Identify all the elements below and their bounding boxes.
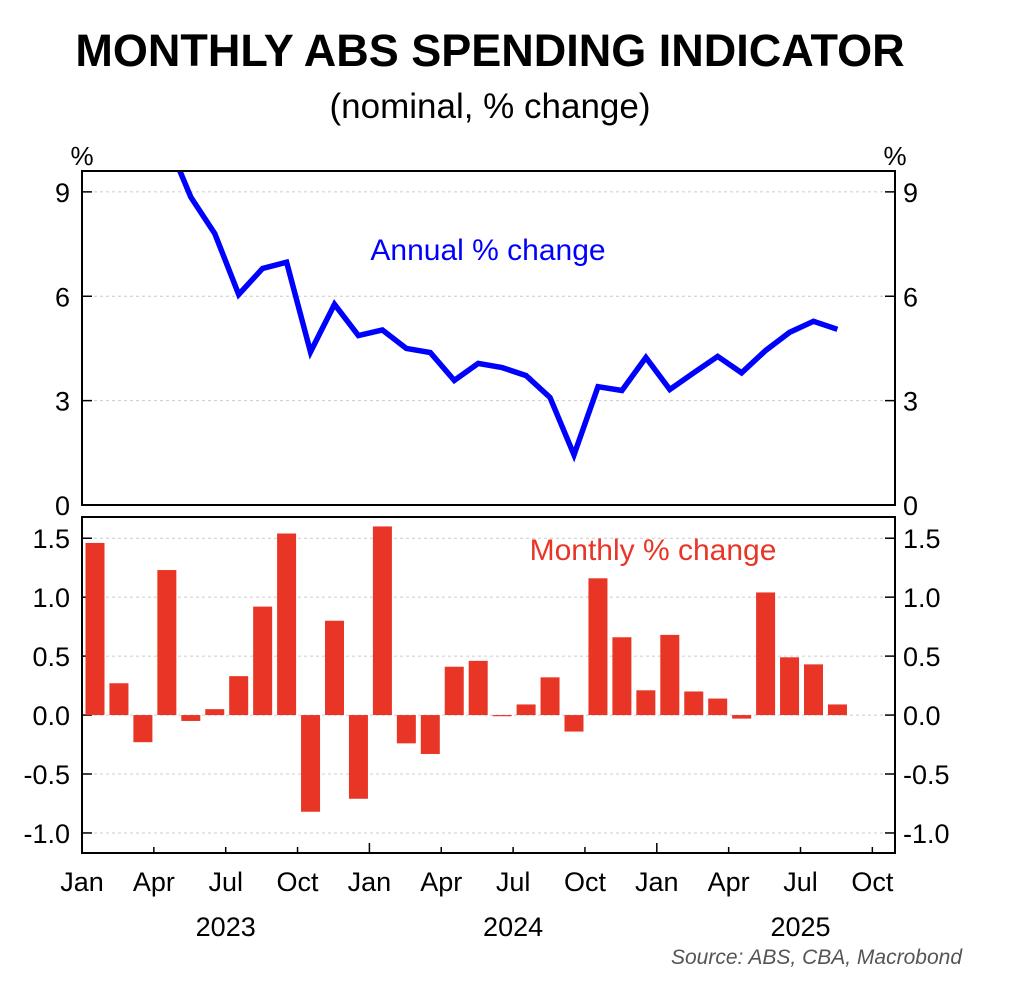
monthly-bar [708, 698, 728, 716]
monthly-bar [229, 676, 249, 716]
monthly-bar [181, 715, 201, 721]
monthly-bar [827, 704, 847, 716]
x-tick-label: Oct [277, 867, 320, 897]
monthly-bar [109, 683, 129, 716]
y-tick-label-left: 9 [55, 178, 70, 208]
monthly-bar [301, 715, 321, 812]
x-tick-label: Jul [208, 867, 243, 897]
monthly-bar [492, 715, 512, 717]
monthly-bar [612, 637, 632, 716]
monthly-bar [420, 715, 440, 754]
x-tick-label: Jan [348, 867, 392, 897]
y-tick-label-right: 6 [903, 282, 918, 312]
unit-left: % [70, 141, 93, 171]
chart-subtitle: (nominal, % change) [330, 87, 651, 126]
monthly-bar [588, 578, 608, 716]
year-label: 2025 [770, 912, 830, 942]
y-tick-label-right: 0.5 [903, 642, 941, 672]
monthly-bar [277, 533, 297, 716]
monthly-bar [516, 704, 536, 716]
year-label: 2024 [483, 912, 543, 942]
annual-series-label: Annual % change [370, 234, 605, 267]
y-tick-label-right: 9 [903, 178, 918, 208]
monthly-bar [444, 666, 464, 716]
y-tick-label-right: -0.5 [903, 760, 950, 790]
y-tick-label-left: 0.5 [32, 642, 70, 672]
y-tick-label-right: 0 [903, 491, 918, 521]
x-tick-label: Apr [133, 867, 175, 897]
y-tick-label-right: -1.0 [903, 819, 950, 849]
monthly-bar [540, 677, 560, 716]
monthly-bar [564, 715, 584, 732]
y-tick-label-right: 1.5 [903, 524, 941, 554]
monthly-bar [660, 634, 680, 716]
monthly-bar [372, 526, 392, 716]
x-tick-label: Apr [420, 867, 462, 897]
monthly-bar [804, 664, 823, 716]
monthly-bar [253, 606, 273, 716]
unit-right: % [883, 141, 906, 171]
monthly-bar [157, 570, 177, 716]
chart-title: MONTHLY ABS SPENDING INDICATOR [75, 25, 904, 76]
y-tick-label-left: 1.5 [32, 524, 70, 554]
y-tick-label-left: 0 [55, 491, 70, 521]
y-tick-label-right: 0.0 [903, 701, 941, 731]
monthly-frame [81, 516, 896, 854]
monthly-series-label: Monthly % change [530, 534, 777, 567]
annual-panel: 0 0 3 3 6 6 9 9 [55, 170, 918, 521]
monthly-panel: -1.0 -1.0 -0.5 -0.5 0.0 0.0 0.5 0.5 1.0 1.0 1.5 1.5 [23, 516, 950, 854]
y-tick-label-right: 1.0 [903, 583, 941, 613]
y-tick-label-left: -0.5 [23, 760, 70, 790]
y-tick-label-left: 3 [55, 387, 70, 417]
monthly-bar [756, 592, 776, 716]
x-tick-label: Jul [496, 867, 531, 897]
monthly-bar [636, 690, 656, 716]
source-note: Source: ABS, CBA, Macrobond [671, 946, 963, 969]
monthly-bar [780, 657, 800, 716]
x-tick-label: Apr [708, 867, 750, 897]
year-label: 2023 [196, 912, 256, 942]
monthly-bar [468, 660, 488, 716]
monthly-bar [732, 715, 752, 719]
x-tick-label: Jul [783, 867, 818, 897]
x-tick-label: Oct [564, 867, 607, 897]
monthly-bar [348, 715, 368, 799]
x-tick-label: Jan [60, 867, 104, 897]
annual-line [176, 171, 839, 463]
y-tick-label-left: 6 [55, 282, 70, 312]
x-tick-label: Jan [635, 867, 679, 897]
y-tick-label-right: 3 [903, 387, 918, 417]
monthly-bar [133, 715, 153, 743]
monthly-bar [85, 542, 105, 716]
monthly-bar [205, 709, 225, 716]
y-tick-label-left: 1.0 [32, 583, 70, 613]
x-tick-label: Oct [851, 867, 894, 897]
y-tick-label-left: -1.0 [23, 819, 70, 849]
monthly-bar [325, 620, 344, 716]
monthly-bar [396, 715, 416, 744]
monthly-bar [684, 691, 704, 716]
x-axis: Jan Apr Jul Oct Jan Apr Jul Oct Jan Apr Jul Oct 2023… [60, 843, 894, 942]
annual-frame [81, 170, 896, 506]
y-tick-label-left: 0.0 [32, 701, 70, 731]
